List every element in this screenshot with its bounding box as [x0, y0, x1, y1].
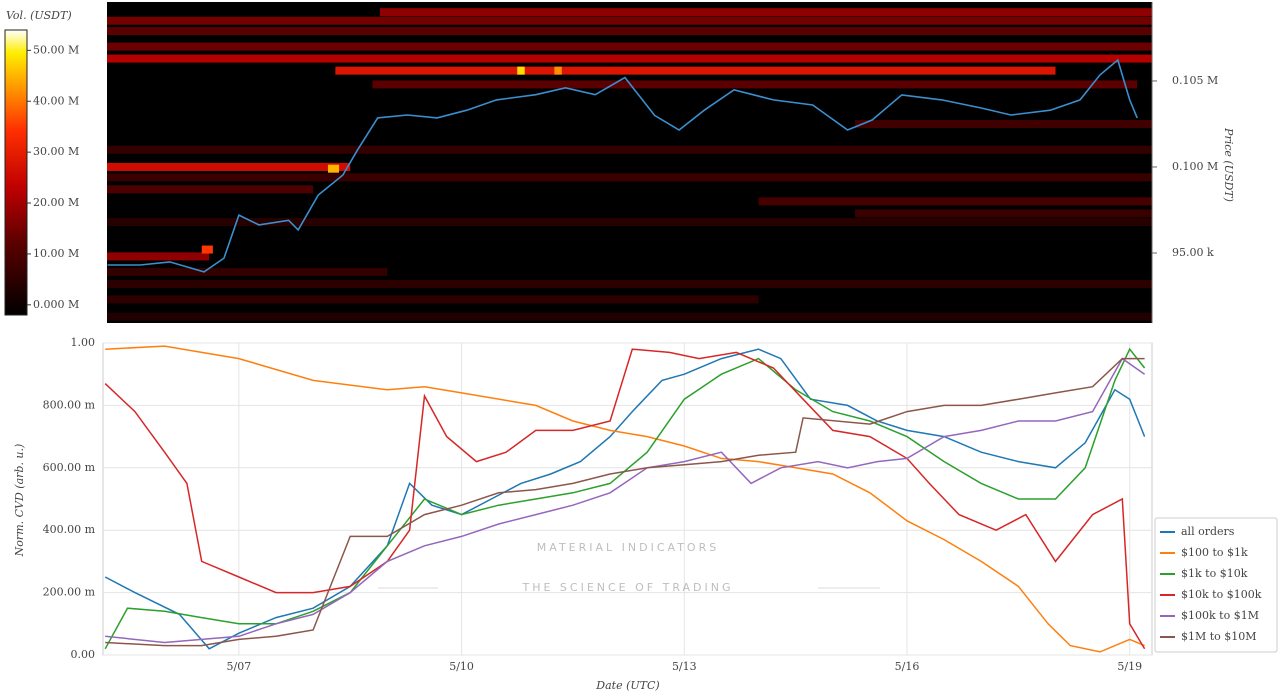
price-tick-label: 0.100 M	[1172, 160, 1218, 173]
colorbar-tick-label: 0.000 M	[33, 298, 79, 311]
heatmap-cell	[201, 245, 213, 254]
legend-box	[1154, 517, 1278, 653]
heatmap-cell	[554, 66, 562, 75]
heatmap-cell	[107, 218, 1152, 227]
heatmap-cell	[107, 162, 351, 171]
y-tick-label: 1.00	[71, 336, 96, 349]
legend-label: $10k to $100k	[1181, 588, 1262, 601]
heatmap-cell	[855, 119, 1152, 128]
y-tick-label: 200.00 m	[43, 586, 96, 599]
heatmap-cell	[107, 185, 314, 194]
heatmap-cell	[335, 66, 1056, 75]
colorbar-tick-label: 30.00 M	[33, 145, 79, 158]
colorbar-tick-label: 20.00 M	[33, 196, 79, 209]
heatmap-cell	[107, 27, 1152, 36]
series-line	[104, 348, 1146, 650]
heatmap-cells	[107, 8, 1152, 321]
price-line	[107, 58, 1138, 273]
x-tick-label: 5/13	[672, 660, 697, 673]
x-tick-label: 5/16	[895, 660, 920, 673]
heatmap-cell	[379, 8, 1152, 17]
legend-label: all orders	[1181, 525, 1235, 538]
heatmap-cell	[327, 164, 340, 173]
series-line	[104, 348, 1146, 650]
series-lines	[104, 345, 1146, 653]
heatmap-cell	[372, 80, 1138, 89]
y-tick-label: 600.00 m	[43, 461, 96, 474]
heatmap-cell	[107, 267, 388, 276]
watermark-title: MATERIAL INDICATORS	[537, 541, 719, 554]
x-tick-label: 5/10	[449, 660, 474, 673]
series-line	[105, 345, 1145, 653]
watermark-subtitle: THE SCIENCE OF TRADING	[521, 581, 733, 594]
y-tick-label: 0.00	[71, 648, 96, 661]
colorbar-label: Vol. (USDT)	[6, 9, 72, 22]
colorbar-tick-label: 50.00 M	[33, 43, 79, 56]
colorbar-tick-label: 40.00 M	[33, 94, 79, 107]
heatmap-cell	[107, 312, 1152, 321]
heatmap-cell	[758, 197, 1152, 206]
heatmap-cell	[855, 209, 1152, 218]
series-line	[105, 357, 1146, 644]
date-axis-label: Date (UTC)	[595, 679, 659, 692]
x-tick-label: 5/19	[1117, 660, 1142, 673]
y-tick-label: 800.00 m	[43, 398, 96, 411]
colorbar-tick-label: 10.00 M	[33, 247, 79, 260]
heatmap-cell	[107, 145, 1152, 154]
legend-label: $1M to $10M	[1181, 630, 1257, 643]
series-line	[105, 357, 1145, 647]
cvd-axis-label: Norm. CVD (arb. u.)	[13, 444, 26, 558]
price-tick-label: 0.105 M	[1172, 74, 1218, 87]
heatmap-cell	[107, 42, 1152, 51]
watermark: MATERIAL INDICATORS THE SCIENCE OF TRADIN…	[378, 541, 880, 594]
heatmap-cell	[107, 295, 759, 304]
legend-label: $100 to $1k	[1181, 546, 1248, 559]
y-tick-label: 400.00 m	[43, 523, 96, 536]
heatmap-cell	[107, 54, 1152, 63]
colorbar	[4, 29, 28, 316]
price-tick-label: 95.00 k	[1172, 246, 1214, 259]
heatmap-cell	[107, 16, 1152, 25]
x-tick-label: 5/07	[227, 660, 252, 673]
heatmap-cell	[517, 66, 525, 75]
plot-area	[102, 342, 1153, 656]
heatmap-cell	[107, 252, 210, 261]
price-axis-label: Price (USDT)	[1222, 127, 1235, 202]
heatmap-cell	[107, 173, 1152, 182]
heatmap-cell	[107, 279, 1152, 288]
legend-label: $100k to $1M	[1181, 609, 1259, 622]
legend-label: $1k to $10k	[1181, 567, 1248, 580]
